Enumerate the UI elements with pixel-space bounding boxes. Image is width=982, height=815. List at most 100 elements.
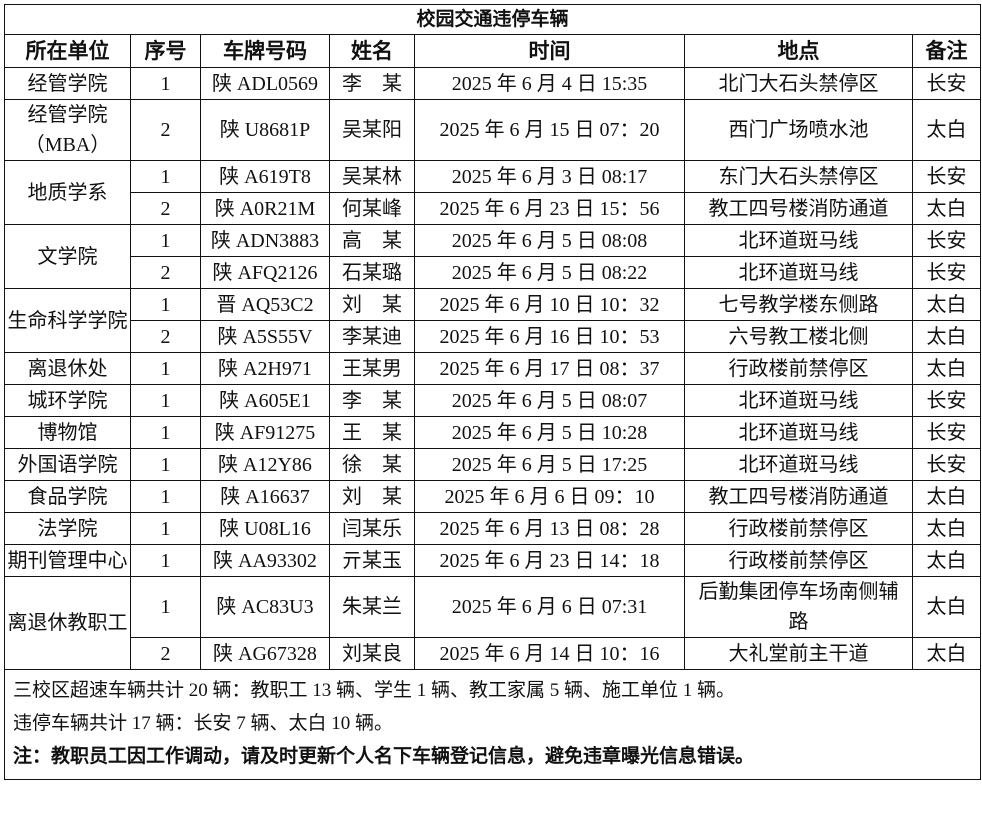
column-header-unit: 所在单位 xyxy=(4,34,131,68)
cell-no: 2 xyxy=(130,99,201,161)
cell-note: 太白 xyxy=(911,480,982,513)
cell-plate: 陕 AG67328 xyxy=(200,637,330,670)
cell-unit: 期刊管理中心 xyxy=(4,544,131,577)
cell-note: 长安 xyxy=(911,224,982,257)
cell-note: 太白 xyxy=(911,544,982,577)
speeding-summary: 三校区超速车辆共计 20 辆：教职工 13 辆、学生 1 辆、教工家属 5 辆、… xyxy=(13,680,736,701)
cell-name: 吴某阳 xyxy=(329,99,415,161)
cell-place: 行政楼前禁停区 xyxy=(684,352,913,385)
cell-plate: 陕 AF91275 xyxy=(200,416,330,449)
table-row: 法学院 1 陕 U08L16 闫某乐 2025 年 6 月 13 日 08：28 行政楼前… xyxy=(4,512,982,545)
cell-name: 闫某乐 xyxy=(329,512,415,545)
cell-plate: 陕 ADN3883 xyxy=(200,224,330,257)
column-header-place: 地点 xyxy=(684,34,913,68)
cell-time: 2025 年 6 月 6 日 09：10 xyxy=(414,480,685,513)
column-header-name: 姓名 xyxy=(329,34,415,68)
cell-no: 1 xyxy=(130,352,201,385)
cell-unit: 法学院 xyxy=(4,512,131,545)
table-row: 期刊管理中心 1 陕 AA93302 亓某玉 2025 年 6 月 23 日 14：18… xyxy=(4,544,982,577)
parking-summary: 违停车辆共计 17 辆：长安 7 辆、太白 10 辆。 xyxy=(13,713,394,734)
cell-unit: 经管学院（MBA） xyxy=(4,99,131,161)
cell-note: 长安 xyxy=(911,384,982,417)
cell-no: 1 xyxy=(130,480,201,513)
cell-note: 太白 xyxy=(911,288,982,321)
cell-unit: 生命科学学院 xyxy=(4,288,131,353)
cell-unit: 地质学系 xyxy=(4,160,131,225)
table-row: 城环学院 1 陕 A605E1 李 某 2025 年 6 月 5 日 08:07 北环道斑… xyxy=(4,384,982,417)
cell-place: 北门大石头禁停区 xyxy=(684,67,913,100)
cell-note: 太白 xyxy=(911,576,982,638)
column-header-no: 序号 xyxy=(130,34,201,68)
table-row: 生命科学学院 1 晋 AQ53C2 刘 某 2025 年 6 月 10 日 10：32 七… xyxy=(4,288,982,353)
cell-name: 石某璐 xyxy=(329,256,415,289)
cell-unit: 博物馆 xyxy=(4,416,131,449)
cell-place: 后勤集团停车场南侧辅路 xyxy=(684,576,913,638)
cell-plate: 陕 U08L16 xyxy=(200,512,330,545)
cell-time: 2025 年 6 月 15 日 07：20 xyxy=(414,99,685,161)
cell-unit: 离退休处 xyxy=(4,352,131,385)
cell-plate: 陕 A5S55V xyxy=(200,320,330,353)
violation-table: 校园交通违停车辆 所在单位 序号 车牌号码 姓名 时间 地点 备注 经管学院 1 陕 ADL05… xyxy=(3,4,982,780)
cell-place: 西门广场喷水池 xyxy=(684,99,913,161)
cell-note: 太白 xyxy=(911,637,982,670)
cell-name: 吴某林 xyxy=(329,160,415,193)
table-row: 食品学院 1 陕 A16637 刘 某 2025 年 6 月 6 日 09：10 教工四号… xyxy=(4,480,982,513)
column-header-time: 时间 xyxy=(414,34,685,68)
cell-place: 北环道斑马线 xyxy=(684,256,913,289)
cell-plate: 陕 A12Y86 xyxy=(200,448,330,481)
cell-plate: 陕 AA93302 xyxy=(200,544,330,577)
cell-place: 行政楼前禁停区 xyxy=(684,544,913,577)
cell-name: 李某迪 xyxy=(329,320,415,353)
cell-plate: 晋 AQ53C2 xyxy=(200,288,330,321)
cell-place: 七号教学楼东侧路 xyxy=(684,288,913,321)
cell-time: 2025 年 6 月 6 日 07:31 xyxy=(414,576,685,638)
cell-plate: 陕 A0R21M xyxy=(200,192,330,225)
cell-unit: 经管学院 xyxy=(4,67,131,100)
cell-place: 教工四号楼消防通道 xyxy=(684,192,913,225)
cell-name: 王某男 xyxy=(329,352,415,385)
cell-place: 六号教工楼北侧 xyxy=(684,320,913,353)
cell-place: 北环道斑马线 xyxy=(684,448,913,481)
cell-note: 太白 xyxy=(911,99,982,161)
cell-name: 王 某 xyxy=(329,416,415,449)
table-row: 离退休处 1 陕 A2H971 王某男 2025 年 6 月 17 日 08：37 行政楼… xyxy=(4,352,982,385)
cell-note: 长安 xyxy=(911,416,982,449)
cell-time: 2025 年 6 月 3 日 08:17 xyxy=(414,160,685,193)
cell-name: 李 某 xyxy=(329,384,415,417)
table-row: 博物馆 1 陕 AF91275 王 某 2025 年 6 月 5 日 10:28 北环道斑… xyxy=(4,416,982,449)
table-row: 文学院 1 陕 ADN3883 高 某 2025 年 6 月 5 日 08:08 北环道斑… xyxy=(4,224,982,289)
table-row: 地质学系 1 陕 A619T8 吴某林 2025 年 6 月 3 日 08:17 东门大石… xyxy=(4,160,982,225)
cell-place: 北环道斑马线 xyxy=(684,224,913,257)
cell-plate: 陕 ADL0569 xyxy=(200,67,330,100)
cell-unit: 文学院 xyxy=(4,224,131,289)
cell-time: 2025 年 6 月 14 日 10：16 xyxy=(414,637,685,670)
cell-time: 2025 年 6 月 23 日 15：56 xyxy=(414,192,685,225)
column-header-plate: 车牌号码 xyxy=(200,34,330,68)
cell-time: 2025 年 6 月 17 日 08：37 xyxy=(414,352,685,385)
cell-place: 北环道斑马线 xyxy=(684,416,913,449)
cell-no: 1 xyxy=(130,288,201,321)
cell-note: 太白 xyxy=(911,192,982,225)
cell-time: 2025 年 6 月 10 日 10：32 xyxy=(414,288,685,321)
cell-name: 刘 某 xyxy=(329,480,415,513)
cell-time: 2025 年 6 月 5 日 08:08 xyxy=(414,224,685,257)
cell-plate: 陕 AC83U3 xyxy=(200,576,330,638)
cell-unit: 外国语学院 xyxy=(4,448,131,481)
cell-note: 长安 xyxy=(911,448,982,481)
cell-name: 李 某 xyxy=(329,67,415,100)
cell-note: 太白 xyxy=(911,512,982,545)
cell-no: 1 xyxy=(130,544,201,577)
cell-no: 1 xyxy=(130,416,201,449)
cell-plate: 陕 AFQ2126 xyxy=(200,256,330,289)
cell-no: 1 xyxy=(130,160,201,193)
cell-no: 1 xyxy=(130,448,201,481)
table-title: 校园交通违停车辆 xyxy=(3,4,982,35)
cell-note: 太白 xyxy=(911,320,982,353)
cell-plate: 陕 A16637 xyxy=(200,480,330,513)
cell-no: 2 xyxy=(130,320,201,353)
cell-place: 行政楼前禁停区 xyxy=(684,512,913,545)
